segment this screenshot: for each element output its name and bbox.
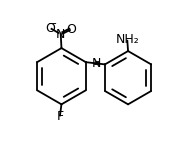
Text: F: F bbox=[56, 110, 64, 123]
Text: −: − bbox=[48, 19, 58, 29]
Text: O: O bbox=[66, 23, 76, 36]
Text: NH₂: NH₂ bbox=[115, 33, 139, 46]
Text: O: O bbox=[45, 22, 55, 35]
Text: N: N bbox=[56, 28, 65, 41]
Text: N: N bbox=[92, 57, 102, 70]
